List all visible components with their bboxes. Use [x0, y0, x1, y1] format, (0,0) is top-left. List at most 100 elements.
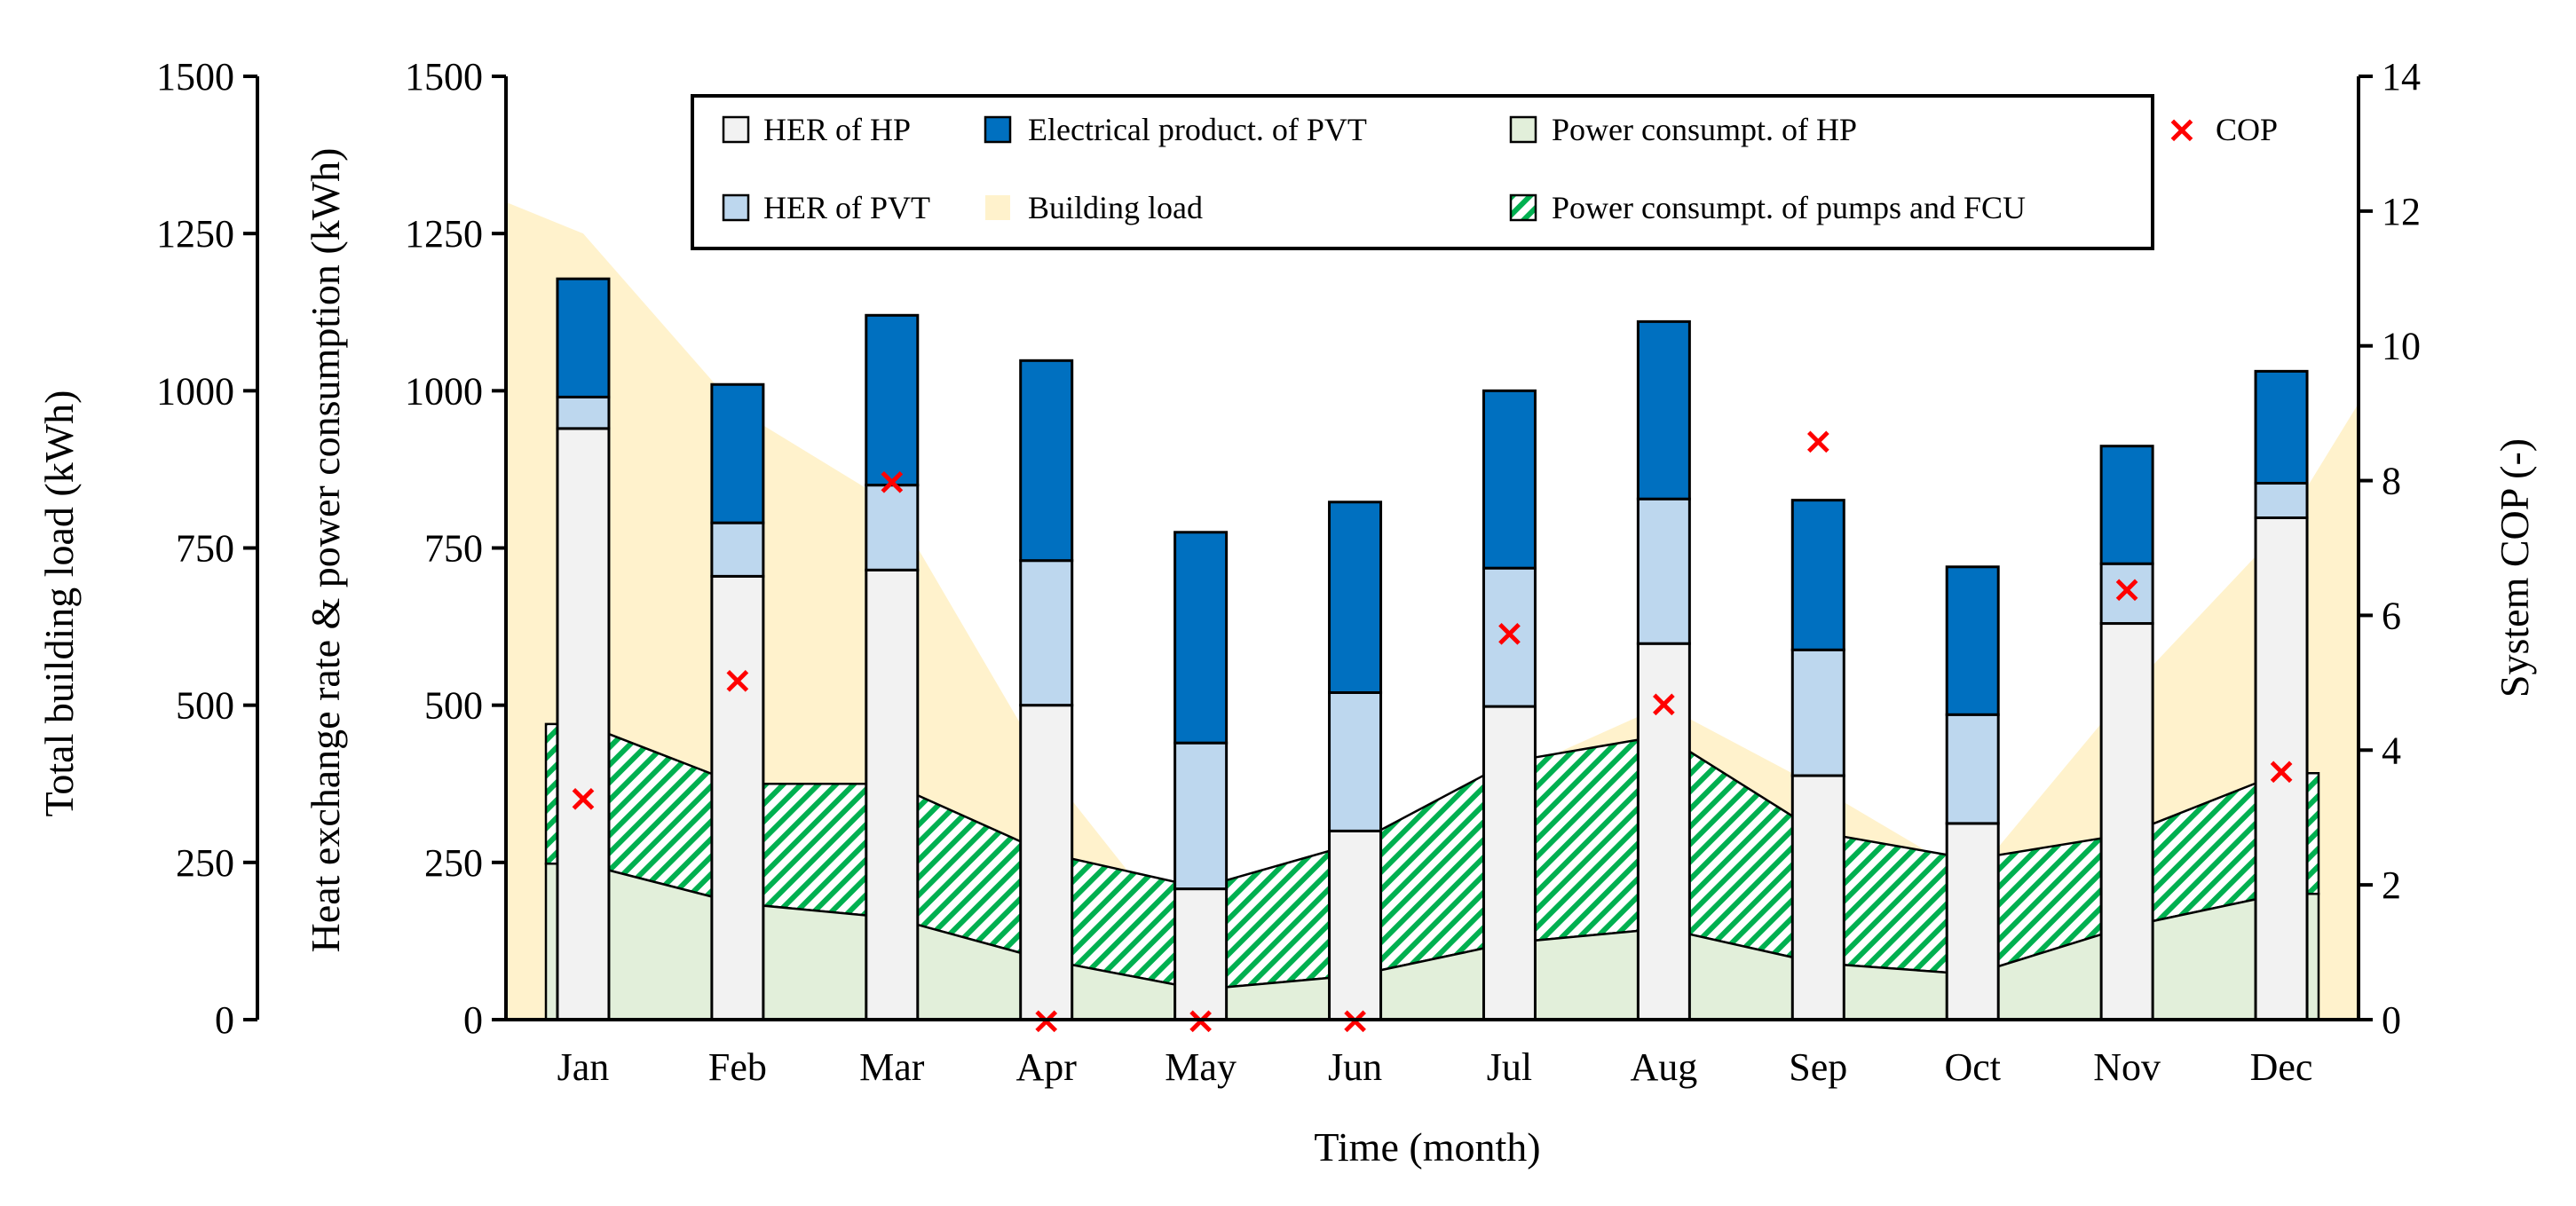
bar-elec-pvt: [865, 313, 920, 487]
legend-swatch-building-load: [985, 195, 1010, 220]
left-y-tick-label: 1500: [405, 55, 483, 99]
right-y-tick-label: 12: [2382, 190, 2421, 233]
bar-her-pvt: [1482, 566, 1537, 708]
right-y-tick-label: 10: [2382, 325, 2421, 368]
bar-her-hp: [1019, 704, 1074, 1021]
x-tick-label: Oct: [1944, 1045, 2001, 1089]
left-y-tick-label: 750: [424, 527, 483, 571]
axes-layer: 0 0 250 250 500 500 750 750 1000 1000 1250 1250 1500…: [156, 55, 2421, 1089]
legend-box: [691, 94, 2154, 250]
legend-swatch-her-pvt: [722, 193, 750, 222]
bar-her-hp: [1790, 774, 1845, 1021]
outer-y-tick-label: 1000: [156, 369, 234, 413]
right-y-tick-label: 14: [2382, 55, 2421, 99]
bar-her-pvt: [710, 521, 765, 578]
bar-elec-pvt: [710, 382, 765, 524]
bar-her-hp: [556, 427, 611, 1021]
x-tick-label: Nov: [2093, 1045, 2161, 1089]
area-building-load: [506, 201, 2359, 1020]
outer-y-tick-label: 500: [176, 684, 234, 728]
bar-her-pvt: [1636, 497, 1691, 645]
bar-her-pvt: [1019, 559, 1074, 707]
legend-swatch-power-pumps: [1509, 193, 1537, 222]
bar-her-pvt: [1173, 741, 1229, 891]
bar-elec-pvt: [1945, 565, 2000, 716]
bar-elec-pvt: [2254, 369, 2309, 485]
cop-marker: ×: [1803, 419, 1834, 462]
bar-her-pvt: [2254, 482, 2309, 519]
bar-elec-pvt: [1482, 389, 1537, 570]
bar-her-hp: [865, 568, 920, 1021]
x-axis-title: Time (month): [1314, 1124, 1540, 1170]
cop-marker: ×: [2112, 567, 2143, 611]
bar-her-pvt: [1328, 690, 1383, 832]
x-tick-label: Sep: [1789, 1045, 1847, 1089]
right-y-tick-label: 2: [2382, 863, 2401, 907]
bar-elec-pvt: [1328, 501, 1383, 694]
legend-label-power-pumps: Power consumpt. of pumps and FCU: [1552, 190, 2026, 225]
x-tick-label: Jun: [1328, 1045, 1382, 1089]
x-tick-label: May: [1165, 1045, 1237, 1089]
legend-label-her-pvt: HER of PVT: [763, 190, 930, 225]
bar-her-hp: [1945, 822, 2000, 1021]
cop-marker: ×: [876, 460, 907, 503]
bar-elec-pvt: [1790, 499, 1845, 651]
cop-marker: ×: [567, 776, 598, 819]
bar-her-pvt: [865, 484, 920, 571]
bar-layer: [556, 277, 2309, 1021]
right-y-tick-label: 4: [2382, 729, 2401, 772]
bar-her-pvt: [556, 395, 611, 430]
bar-her-hp: [2099, 622, 2154, 1021]
cop-marker: ×: [1648, 682, 1679, 725]
outer-y-axis-title: Total building load (kWh): [36, 390, 82, 817]
x-tick-label: Apr: [1015, 1045, 1077, 1089]
x-tick-label: Mar: [859, 1045, 925, 1089]
legend-label-power-hp: Power consumpt. of HP: [1552, 112, 1857, 147]
left-y-tick-label: 500: [424, 684, 483, 728]
bar-her-hp: [2254, 516, 2309, 1021]
left-y-tick-label: 0: [463, 998, 483, 1042]
legend-label-elec-pvt: Electrical product. of PVT: [1028, 112, 1367, 147]
right-y-tick-label: 0: [2382, 998, 2401, 1042]
outer-y-tick-label: 0: [215, 998, 234, 1042]
x-tick-label: Jan: [557, 1045, 610, 1089]
bar-her-pvt: [1945, 713, 2000, 825]
cop-marker: ×: [2265, 749, 2296, 792]
cop-marker: ×: [722, 658, 753, 702]
area-layer: [506, 201, 2359, 1021]
cop-marker: ×: [1494, 611, 1525, 654]
legend: HER of HP Electrical product. of PVT Pow…: [691, 94, 2278, 250]
x-tick-label: Feb: [708, 1045, 767, 1089]
right-y-tick-label: 8: [2382, 460, 2401, 503]
bar-her-hp: [1328, 829, 1383, 1021]
bar-her-hp: [1482, 705, 1537, 1021]
legend-swatch-power-hp: [1509, 115, 1537, 144]
outer-y-tick-label: 1500: [156, 55, 234, 99]
outer-y-tick-label: 250: [176, 841, 234, 885]
right-y-axis-title: System COP (-): [2492, 438, 2537, 698]
bar-her-hp: [1636, 642, 1691, 1021]
bar-elec-pvt: [556, 277, 611, 398]
legend-swatch-her-hp: [722, 115, 750, 144]
left-y-tick-label: 250: [424, 841, 483, 885]
legend-label-cop: COP: [2216, 112, 2278, 147]
x-tick-label: Dec: [2250, 1045, 2313, 1089]
bar-elec-pvt: [2099, 445, 2154, 565]
legend-swatch-elec-pvt: [984, 115, 1012, 144]
x-tick-label: Aug: [1630, 1045, 1697, 1089]
x-tick-label: Jul: [1487, 1045, 1532, 1089]
legend-label-building-load: Building load: [1028, 190, 1203, 225]
bar-elec-pvt: [1173, 531, 1229, 745]
right-y-tick-label: 6: [2382, 594, 2401, 637]
bar-her-pvt: [1790, 648, 1845, 777]
outer-y-tick-label: 750: [176, 527, 234, 571]
bar-elec-pvt: [1019, 359, 1074, 563]
left-y-tick-label: 1000: [405, 369, 483, 413]
bar-elec-pvt: [1636, 319, 1691, 501]
legend-marker-cop: ×: [2166, 107, 2197, 151]
left-y-axis-title: Heat exchange rate & power consumption (…: [303, 148, 348, 953]
left-y-tick-label: 1250: [405, 212, 483, 256]
legend-label-her-hp: HER of HP: [763, 112, 911, 147]
bar-her-hp: [710, 574, 765, 1021]
